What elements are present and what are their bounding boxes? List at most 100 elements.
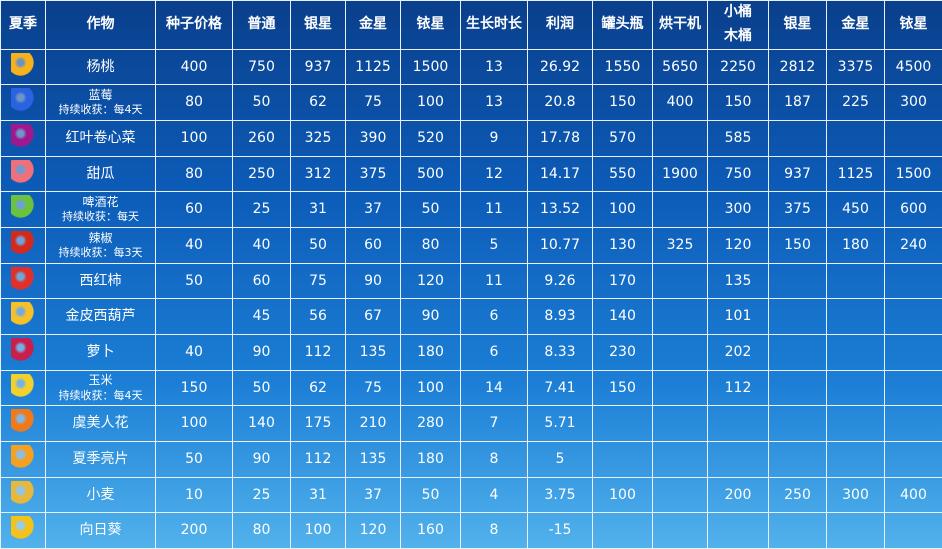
value-cell: 500 bbox=[400, 155, 461, 193]
value-cell bbox=[707, 405, 769, 442]
value-cell: 100 bbox=[592, 191, 653, 228]
starfruit-icon bbox=[11, 52, 35, 77]
value-cell bbox=[826, 369, 885, 407]
value-cell bbox=[826, 440, 885, 478]
column-header: 烘干机 bbox=[652, 0, 708, 50]
value-cell: 67 bbox=[345, 298, 401, 335]
value-cell: 1125 bbox=[826, 155, 885, 193]
value-cell: 112 bbox=[290, 440, 346, 478]
crop-name-cell: 西红柿 bbox=[45, 262, 156, 300]
value-cell bbox=[884, 119, 942, 157]
value-cell: 60 bbox=[345, 226, 401, 264]
value-cell: 14 bbox=[460, 369, 528, 407]
crop-name: 玉米 bbox=[88, 373, 113, 388]
value-cell: 62 bbox=[290, 84, 346, 121]
crop-icon-cell bbox=[0, 405, 46, 442]
value-cell: 50 bbox=[232, 369, 291, 407]
crop-name: 红叶卷心菜 bbox=[65, 129, 136, 146]
value-cell: 375 bbox=[345, 155, 401, 193]
value-cell: 60 bbox=[232, 262, 291, 300]
value-cell: 8.33 bbox=[527, 333, 593, 371]
value-cell: 80 bbox=[232, 512, 291, 549]
value-cell: 400 bbox=[155, 48, 233, 86]
value-cell: 135 bbox=[707, 262, 769, 300]
value-cell bbox=[826, 262, 885, 300]
value-cell: 100 bbox=[400, 84, 461, 121]
table-row: 西红柿 50 60 75 90 120 11 9.26 170 135 bbox=[0, 262, 942, 300]
value-cell: 10.77 bbox=[527, 226, 593, 264]
value-cell: 13.52 bbox=[527, 191, 593, 228]
value-cell: 170 bbox=[592, 262, 653, 300]
crop-name-cell: 啤酒花 持续收获：每天 bbox=[45, 191, 156, 228]
melon-icon bbox=[11, 159, 35, 184]
crop-icon-cell bbox=[0, 155, 46, 193]
crop-name: 萝卜 bbox=[86, 343, 115, 360]
crop-name: 金皮西葫芦 bbox=[65, 308, 136, 325]
column-header: 罐头瓶 bbox=[592, 0, 653, 50]
value-cell bbox=[826, 298, 885, 335]
value-cell: 100 bbox=[155, 119, 233, 157]
value-cell: 5.71 bbox=[527, 405, 593, 442]
value-cell: 937 bbox=[768, 155, 827, 193]
harvest-note: 持续收获：每3天 bbox=[58, 245, 143, 259]
crop-name-cell: 萝卜 bbox=[45, 333, 156, 371]
value-cell: 225 bbox=[826, 84, 885, 121]
value-cell: 100 bbox=[290, 512, 346, 549]
value-cell: 390 bbox=[345, 119, 401, 157]
value-cell bbox=[592, 405, 653, 442]
value-cell: 135 bbox=[345, 333, 401, 371]
value-cell: 1500 bbox=[884, 155, 942, 193]
column-header: 作物 bbox=[45, 0, 156, 50]
value-cell: 45 bbox=[232, 298, 291, 335]
value-cell bbox=[768, 262, 827, 300]
value-cell: 180 bbox=[400, 440, 461, 478]
crop-name-cell: 夏季亮片 bbox=[45, 440, 156, 478]
crop-icon-cell bbox=[0, 262, 46, 300]
header-row: 夏季 作物 种子价格 普通 银星 金星 铱星 生长时长 利润 罐头瓶 烘干机 小桶 木桶 银星 金星 铱星 bbox=[0, 0, 942, 50]
crop-name-cell: 向日葵 bbox=[45, 512, 156, 549]
value-cell: 750 bbox=[707, 155, 769, 193]
value-cell: 202 bbox=[707, 333, 769, 371]
value-cell: 37 bbox=[345, 191, 401, 228]
value-cell: 11 bbox=[460, 191, 528, 228]
value-cell: 2250 bbox=[707, 48, 769, 86]
value-cell: 260 bbox=[232, 119, 291, 157]
value-cell: 9 bbox=[460, 119, 528, 157]
value-cell: 101 bbox=[707, 298, 769, 335]
value-cell: 60 bbox=[155, 191, 233, 228]
table-row: 辣椒 持续收获：每3天 40 40 50 60 80 5 10.77 130 325 120 150 18… bbox=[0, 226, 942, 264]
value-cell: 14.17 bbox=[527, 155, 593, 193]
crop-name-cell: 玉米 持续收获：每4天 bbox=[45, 369, 156, 407]
value-cell: 8 bbox=[460, 440, 528, 478]
value-cell bbox=[652, 333, 708, 371]
value-cell: 150 bbox=[155, 369, 233, 407]
value-cell bbox=[652, 191, 708, 228]
value-cell: 40 bbox=[232, 226, 291, 264]
value-cell bbox=[592, 440, 653, 478]
value-cell: 17.78 bbox=[527, 119, 593, 157]
value-cell: 3.75 bbox=[527, 476, 593, 514]
value-cell: 50 bbox=[400, 476, 461, 514]
value-cell bbox=[768, 298, 827, 335]
value-cell: 325 bbox=[652, 226, 708, 264]
value-cell bbox=[826, 405, 885, 442]
blueberry-icon bbox=[11, 88, 35, 113]
value-cell: 31 bbox=[290, 191, 346, 228]
harvest-note: 持续收获：每天 bbox=[62, 210, 139, 224]
value-cell bbox=[652, 119, 708, 157]
value-cell: 80 bbox=[400, 226, 461, 264]
crop-name-cell: 虞美人花 bbox=[45, 405, 156, 442]
value-cell: 187 bbox=[768, 84, 827, 121]
value-cell: 37 bbox=[345, 476, 401, 514]
value-cell bbox=[884, 262, 942, 300]
crop-icon-cell bbox=[0, 119, 46, 157]
value-cell: 13 bbox=[460, 48, 528, 86]
column-header: 银星 bbox=[290, 0, 346, 50]
value-cell: 6 bbox=[460, 298, 528, 335]
value-cell bbox=[768, 405, 827, 442]
column-header: 种子价格 bbox=[155, 0, 233, 50]
radish-icon bbox=[11, 337, 35, 362]
summer-spangle-icon bbox=[11, 444, 35, 469]
value-cell bbox=[768, 119, 827, 157]
